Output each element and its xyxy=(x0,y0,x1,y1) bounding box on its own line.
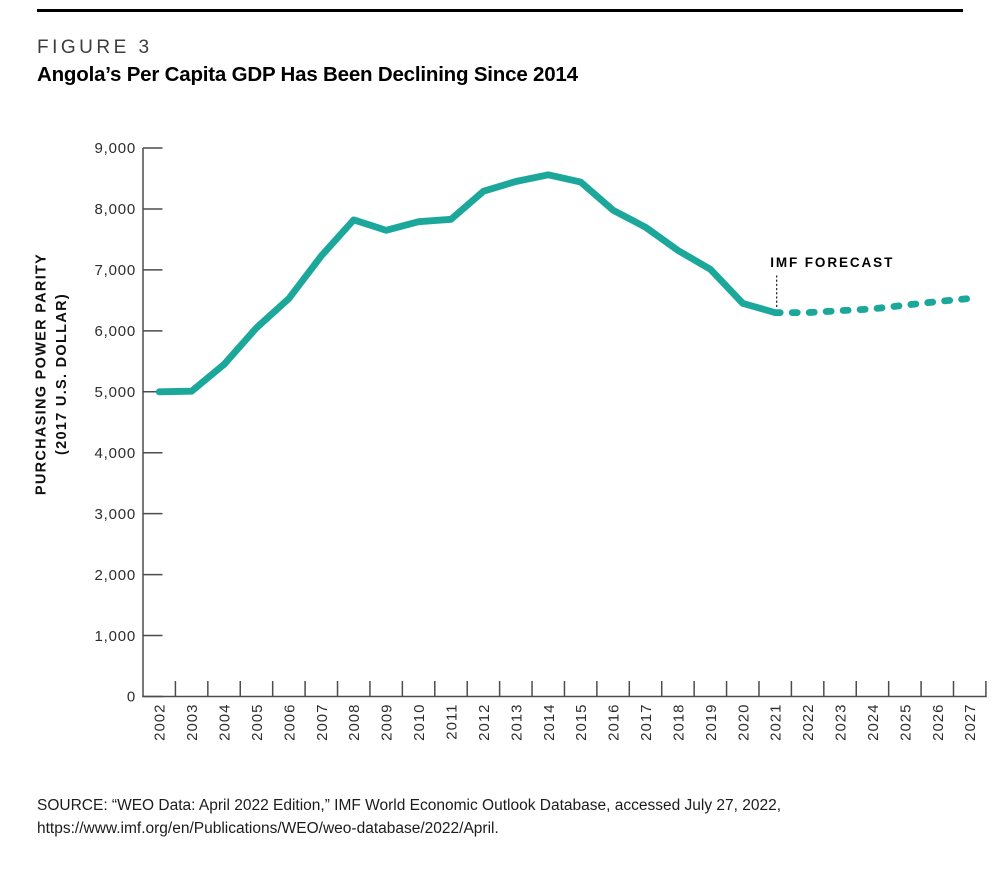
x-year-label: 2022 xyxy=(800,704,817,741)
y-tick-label: 8,000 xyxy=(94,201,136,218)
y-tick-label: 9,000 xyxy=(94,140,136,157)
x-year-label: 2023 xyxy=(833,704,850,741)
y-tick-label: 7,000 xyxy=(94,262,136,279)
y-tick-label: 3,000 xyxy=(94,506,136,523)
top-rule xyxy=(37,9,963,12)
y-tick-label: 4,000 xyxy=(94,445,136,462)
x-year-label: 2024 xyxy=(865,704,882,741)
x-year-label: 2011 xyxy=(443,704,460,740)
gdp-line-forecast xyxy=(771,295,974,317)
y-tick-label: 0 xyxy=(127,689,136,706)
source-note: SOURCE: “WEO Data: April 2022 Edition,” … xyxy=(37,794,781,840)
y-axis-title-line2: (2017 U.S. DOLLAR) xyxy=(54,293,70,455)
x-year-label: 2019 xyxy=(703,704,720,741)
x-year-label: 2006 xyxy=(281,704,298,741)
x-year-label: 2007 xyxy=(314,704,331,741)
x-year-label: 2015 xyxy=(573,704,590,741)
x-year-label: 2013 xyxy=(508,704,525,741)
source-line2: https://www.imf.org/en/Publications/WEO/… xyxy=(37,820,499,837)
x-year-label: 2005 xyxy=(249,704,266,741)
y-tick-label: 5,000 xyxy=(94,384,136,401)
x-year-label: 2020 xyxy=(735,704,752,741)
x-year-label: 2008 xyxy=(346,704,363,741)
x-year-label: 2002 xyxy=(152,704,169,741)
x-year-label: 2027 xyxy=(962,704,979,741)
x-year-label: 2026 xyxy=(930,704,947,741)
x-year-label: 2012 xyxy=(476,704,493,741)
x-year-label: 2025 xyxy=(897,704,914,741)
x-year-label: 2010 xyxy=(411,704,428,741)
y-tick-label: 1,000 xyxy=(94,628,136,645)
x-year-label: 2021 xyxy=(768,704,785,741)
x-year-label: 2014 xyxy=(541,704,558,741)
y-tick-label: 6,000 xyxy=(94,323,136,340)
x-year-label: 2018 xyxy=(670,704,687,741)
figure-title: Angola’s Per Capita GDP Has Been Declini… xyxy=(37,63,578,86)
figure-label: FIGURE 3 xyxy=(37,37,153,58)
x-year-label: 2003 xyxy=(184,704,201,741)
x-year-label: 2009 xyxy=(379,704,396,741)
source-line1: SOURCE: “WEO Data: April 2022 Edition,” … xyxy=(37,797,782,814)
gdp-line-historical xyxy=(155,171,779,396)
x-year-label: 2016 xyxy=(606,704,623,741)
y-axis-title-line1: PURCHASING POWER PARITY xyxy=(34,253,50,495)
imf-forecast-label: IMF FORECAST xyxy=(770,255,894,270)
x-year-label: 2017 xyxy=(638,704,655,741)
y-tick-label: 2,000 xyxy=(94,567,136,584)
x-year-label: 2004 xyxy=(217,704,234,741)
